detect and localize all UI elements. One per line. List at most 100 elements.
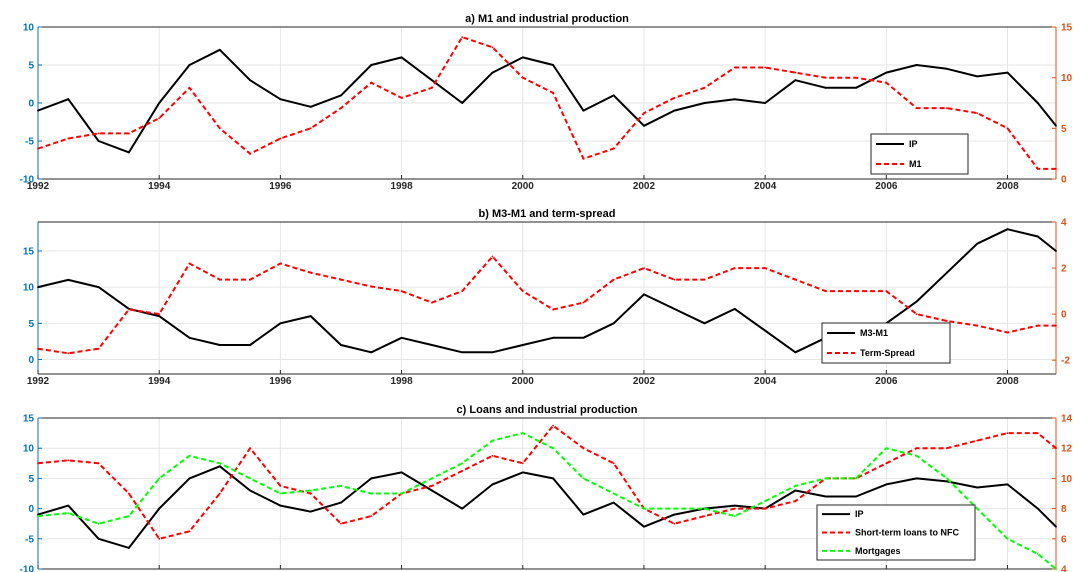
- data-point-1: [582, 109, 585, 112]
- data-point-1: [370, 477, 373, 480]
- data-point-2: [582, 157, 585, 160]
- data-point-1: [915, 300, 918, 303]
- data-point-1: [188, 477, 191, 480]
- data-point-1: [461, 351, 464, 354]
- y-left-tick-label: 0: [28, 99, 34, 110]
- y-left-tick-label: 0: [28, 504, 34, 515]
- data-point-2: [370, 515, 373, 517]
- data-point-2: [643, 267, 645, 269]
- series-line-2: [37, 424, 1057, 540]
- data-point-2: [309, 271, 312, 274]
- data-point-2: [976, 439, 979, 442]
- data-point-2: [340, 522, 342, 525]
- x-tick-label: 2006: [875, 376, 898, 387]
- legend: IP M1: [870, 133, 969, 175]
- x-tick-label: 2004: [754, 376, 777, 387]
- data-point-1: [915, 477, 918, 480]
- y-right-tick-label: 15: [1061, 23, 1073, 34]
- data-point-2: [824, 290, 827, 292]
- y-left-tick-label: 10: [23, 444, 35, 455]
- legend: IP Short-term loans to NFC Mortgages: [816, 504, 976, 561]
- data-point-1: [703, 102, 706, 104]
- y-right-tick-label: 6: [1061, 534, 1067, 545]
- legend-label: Term-Spread: [860, 348, 915, 358]
- data-point-1: [309, 105, 312, 108]
- data-point-1: [309, 315, 312, 317]
- data-point-2: [612, 278, 615, 281]
- data-point-3: [340, 485, 342, 487]
- x-tick-label: 1996: [269, 181, 292, 192]
- y-left-tick-label: 15: [23, 246, 35, 257]
- chart-title: b) M3-M1 and term-spread: [479, 208, 616, 220]
- data-point-3: [218, 462, 221, 465]
- data-point-2: [158, 313, 161, 315]
- x-tick-label: 1994: [148, 181, 171, 192]
- data-point-3: [431, 477, 433, 480]
- data-point-3: [127, 515, 130, 517]
- data-point-1: [67, 279, 70, 281]
- data-point-3: [764, 500, 766, 502]
- data-point-3: [249, 477, 252, 480]
- data-point-2: [370, 285, 373, 288]
- data-point-1: [158, 315, 161, 317]
- data-point-2: [218, 492, 221, 495]
- data-point-1: [127, 547, 130, 549]
- data-point-3: [1036, 553, 1039, 555]
- data-point-1: [1036, 507, 1039, 510]
- data-point-1: [400, 56, 403, 59]
- data-point-1: [794, 351, 797, 354]
- y-left-tick-label: 5: [28, 474, 34, 485]
- data-point-2: [1006, 127, 1009, 130]
- data-point-1: [703, 322, 706, 325]
- data-point-1: [612, 322, 615, 325]
- data-point-2: [915, 313, 918, 315]
- data-point-1: [249, 489, 252, 492]
- data-point-1: [824, 86, 827, 89]
- data-point-2: [67, 352, 70, 355]
- data-point-2: [491, 255, 494, 258]
- data-point-1: [976, 486, 979, 489]
- data-point-2: [461, 290, 464, 292]
- data-point-2: [552, 424, 554, 427]
- y-left-tick-label: 10: [23, 23, 35, 34]
- data-point-3: [97, 522, 100, 525]
- y-right-tick-label: 10: [1061, 73, 1073, 84]
- y-left-tick-label: 5: [28, 319, 34, 330]
- x-tick-label: 2008: [996, 376, 1019, 387]
- data-point-1: [309, 510, 312, 513]
- data-point-1: [1055, 250, 1057, 252]
- data-point-1: [97, 286, 100, 288]
- data-point-3: [37, 515, 39, 517]
- data-point-2: [279, 262, 282, 265]
- data-point-1: [552, 64, 554, 66]
- x-tick-label: 1994: [148, 376, 171, 387]
- data-point-3: [643, 507, 645, 510]
- data-point-2: [855, 290, 857, 292]
- x-tick-label: 2000: [512, 376, 535, 387]
- data-point-1: [218, 48, 221, 51]
- data-point-2: [491, 46, 494, 49]
- data-point-1: [1036, 102, 1039, 104]
- data-point-2: [1055, 447, 1057, 450]
- data-point-1: [158, 102, 161, 104]
- data-point-3: [915, 454, 918, 457]
- data-point-1: [976, 75, 979, 78]
- data-point-1: [461, 507, 464, 510]
- data-point-1: [794, 489, 797, 492]
- data-point-3: [976, 507, 979, 510]
- data-point-2: [703, 278, 706, 281]
- data-point-1: [279, 98, 282, 101]
- data-point-2: [915, 447, 918, 450]
- data-point-3: [1006, 537, 1009, 540]
- legend-label: Short-term loans to NFC: [855, 528, 960, 538]
- data-point-2: [1055, 168, 1057, 170]
- data-point-2: [552, 92, 554, 94]
- data-point-1: [218, 344, 221, 346]
- data-point-2: [794, 71, 797, 74]
- data-point-3: [612, 492, 615, 495]
- y-right-tick-label: 12: [1061, 444, 1073, 455]
- data-point-1: [249, 79, 252, 82]
- data-point-2: [521, 462, 524, 465]
- y-left-tick-label: -5: [25, 534, 34, 545]
- chart-title: a) M1 and industrial production: [465, 13, 629, 25]
